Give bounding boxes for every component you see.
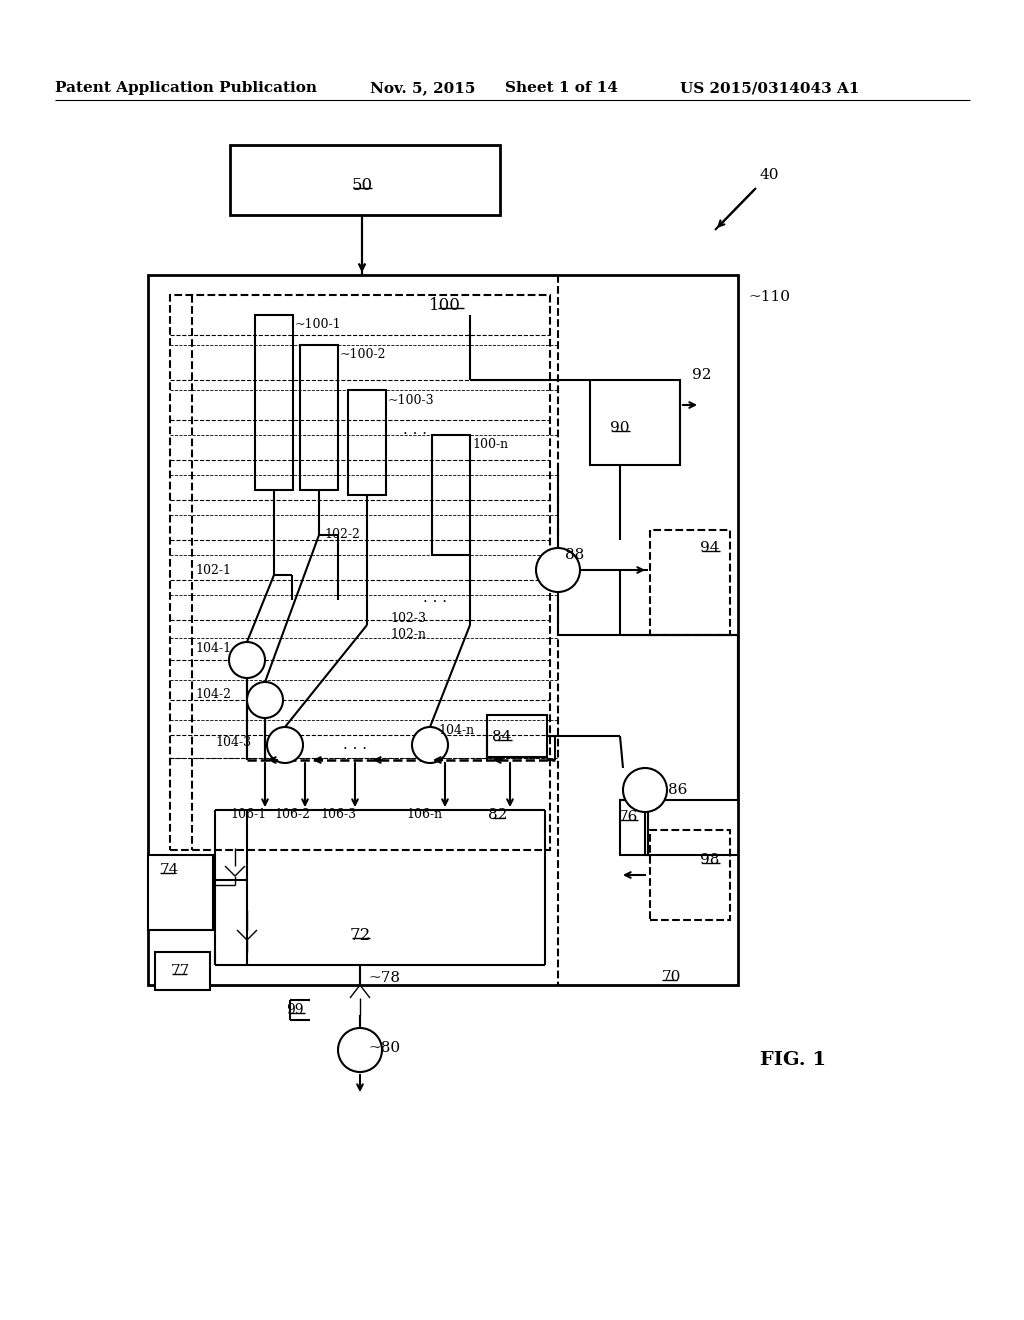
Text: 86: 86: [668, 783, 687, 797]
Text: Patent Application Publication: Patent Application Publication: [55, 81, 317, 95]
Text: ~100-2: ~100-2: [340, 348, 386, 362]
Text: 102-3: 102-3: [390, 611, 426, 624]
Circle shape: [623, 768, 667, 812]
Text: 100-n: 100-n: [472, 438, 508, 451]
Text: 84: 84: [493, 730, 512, 744]
Text: 104-2: 104-2: [195, 689, 231, 701]
Bar: [348, 389, 386, 495]
Circle shape: [247, 682, 283, 718]
Bar: [148, 275, 738, 985]
Bar: [487, 715, 547, 756]
Text: 100: 100: [429, 297, 461, 314]
Bar: [432, 436, 470, 554]
Text: 106-1: 106-1: [230, 808, 266, 821]
Text: 90: 90: [610, 421, 630, 436]
Text: 76: 76: [618, 810, 638, 824]
Text: 98: 98: [700, 853, 720, 867]
Text: 106-3: 106-3: [319, 808, 356, 821]
Text: ~100-1: ~100-1: [295, 318, 342, 331]
Text: 106-2: 106-2: [274, 808, 310, 821]
Text: FIG. 1: FIG. 1: [760, 1051, 826, 1069]
Bar: [590, 380, 680, 465]
Text: . . .: . . .: [423, 591, 447, 605]
Text: 99: 99: [287, 1003, 304, 1016]
Bar: [255, 315, 293, 490]
Text: ~78: ~78: [368, 972, 400, 985]
Circle shape: [338, 1028, 382, 1072]
Text: 104-1: 104-1: [195, 642, 231, 655]
Text: 106-n: 106-n: [407, 808, 443, 821]
Circle shape: [267, 727, 303, 763]
Bar: [170, 294, 550, 850]
Bar: [230, 145, 500, 215]
Text: 104-3: 104-3: [215, 735, 251, 748]
Text: 77: 77: [170, 964, 189, 978]
Text: ~100-3: ~100-3: [388, 393, 434, 407]
Text: 102-n: 102-n: [390, 628, 426, 642]
Bar: [620, 800, 648, 855]
Bar: [300, 345, 338, 490]
Text: 102-2: 102-2: [324, 528, 359, 541]
Text: . . .: . . .: [343, 738, 367, 752]
Bar: [650, 830, 730, 920]
Text: 74: 74: [160, 863, 179, 876]
Circle shape: [536, 548, 580, 591]
Bar: [650, 531, 730, 635]
Text: 94: 94: [700, 541, 720, 554]
Text: Nov. 5, 2015: Nov. 5, 2015: [370, 81, 475, 95]
Text: ~110: ~110: [748, 290, 790, 304]
Text: 40: 40: [760, 168, 779, 182]
Text: 92: 92: [692, 368, 712, 381]
Text: Sheet 1 of 14: Sheet 1 of 14: [505, 81, 618, 95]
Text: . . .: . . .: [403, 422, 427, 437]
Circle shape: [412, 727, 449, 763]
Bar: [148, 855, 213, 931]
Text: 102-1: 102-1: [195, 564, 231, 577]
Text: ~80: ~80: [368, 1041, 400, 1055]
Text: 82: 82: [488, 808, 508, 822]
Text: US 2015/0314043 A1: US 2015/0314043 A1: [680, 81, 859, 95]
Text: 50: 50: [351, 177, 373, 194]
Bar: [155, 952, 210, 990]
Text: 72: 72: [349, 927, 371, 944]
Text: 104-n: 104-n: [438, 723, 474, 737]
Text: 70: 70: [662, 970, 681, 983]
Circle shape: [229, 642, 265, 678]
Text: 88: 88: [565, 548, 585, 562]
